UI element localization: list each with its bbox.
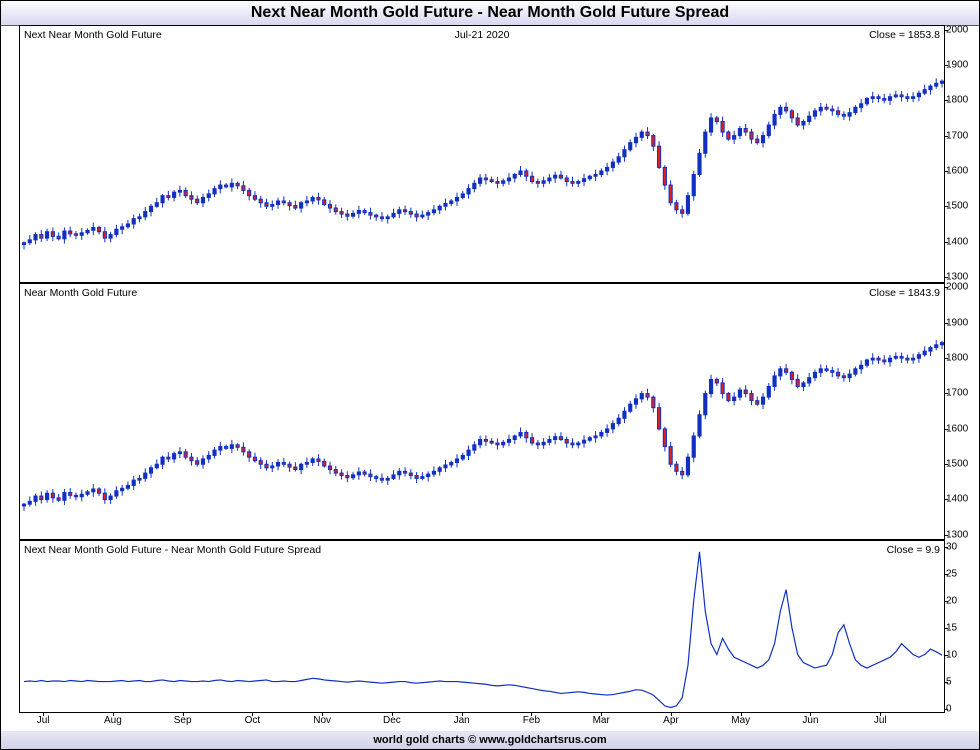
y-tick-label: 1400 [946, 236, 976, 247]
y-tick-label: 0 [946, 703, 976, 714]
y-tick-label: 1600 [946, 423, 976, 434]
y-tick-label: 2000 [946, 282, 976, 293]
x-tick-label: Jan [454, 715, 470, 726]
x-tick-label: Feb [523, 715, 540, 726]
chart-title: Next Near Month Gold Future - Near Month… [1, 1, 979, 26]
x-tick-label: Nov [313, 715, 331, 726]
panel-svg [20, 284, 944, 540]
y-tick-label: 5 [946, 676, 976, 687]
x-tick-label: Sep [174, 715, 192, 726]
x-tick-label: Dec [383, 715, 401, 726]
y-tick-label: 2000 [946, 24, 976, 35]
x-tick-label: Oct [245, 715, 261, 726]
y-tick-label: 1500 [946, 201, 976, 212]
x-tick-label: Mar [593, 715, 610, 726]
y-tick-label: 30 [946, 541, 976, 552]
y-tick-label: 1400 [946, 494, 976, 505]
x-tick-label: Apr [663, 715, 679, 726]
x-tick-label: Aug [104, 715, 122, 726]
panel-near: 13001400150016001700180019002000Near Mon… [19, 283, 945, 541]
y-tick-label: 1600 [946, 165, 976, 176]
panel-next-near: 13001400150016001700180019002000Next Nea… [19, 25, 945, 283]
x-tick-label: May [731, 715, 750, 726]
panel-spread: 051015202530Next Near Month Gold Future … [19, 540, 945, 713]
panel-svg [20, 26, 944, 282]
y-tick-label: 1500 [946, 458, 976, 469]
y-tick-label: 1300 [946, 529, 976, 540]
x-tick-label: Jul [874, 715, 887, 726]
y-tick-label: 1700 [946, 130, 976, 141]
x-tick-label: Jun [802, 715, 818, 726]
y-tick-label: 1900 [946, 59, 976, 70]
y-tick-label: 15 [946, 622, 976, 633]
plot-area: 13001400150016001700180019002000Next Nea… [1, 25, 979, 731]
footer-credit: world gold charts © www.goldchartsrus.co… [1, 731, 979, 749]
y-tick-label: 10 [946, 649, 976, 660]
y-tick-label: 1700 [946, 388, 976, 399]
panel-svg [20, 541, 944, 712]
y-tick-label: 20 [946, 595, 976, 606]
y-tick-label: 25 [946, 568, 976, 579]
y-tick-label: 1900 [946, 317, 976, 328]
x-tick-label: Jul [37, 715, 50, 726]
y-tick-label: 1800 [946, 95, 976, 106]
y-tick-label: 1800 [946, 352, 976, 363]
